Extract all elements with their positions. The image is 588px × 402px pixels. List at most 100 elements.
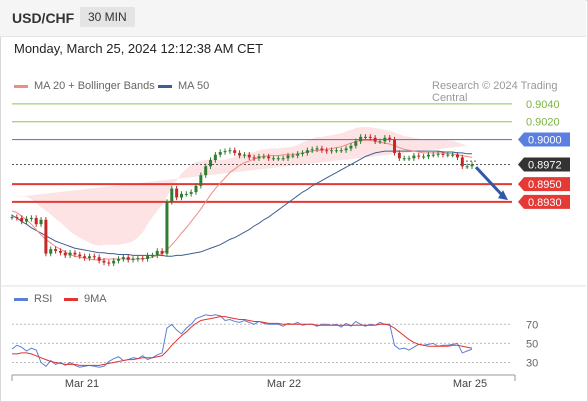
legend-swatch [158, 84, 172, 88]
candle-body [388, 137, 392, 140]
candle-body [407, 158, 411, 160]
legend-label: MA 20 + Bollinger Bands [34, 80, 155, 92]
legend-ma50: MA 50 [158, 80, 209, 92]
candle-body [25, 218, 29, 222]
candle-body [417, 155, 421, 157]
candle-body [170, 188, 174, 202]
candle-body [238, 152, 242, 156]
x-tick-label: Mar 25 [453, 378, 487, 390]
candle-body [291, 155, 295, 157]
legend-swatch [14, 297, 28, 301]
candle-body [301, 152, 305, 154]
candle-body [441, 153, 445, 155]
legend-rsi: RSI [14, 293, 52, 305]
symbol-label: USD/CHF [12, 10, 75, 26]
candle-body [281, 158, 285, 160]
rsi-tick-50: 50 [526, 338, 538, 350]
candle-body [184, 193, 188, 195]
candle-body [102, 260, 106, 263]
candle-body [233, 150, 237, 153]
source-credit: Research © 2024 Trading Central [432, 80, 558, 104]
candle-body [359, 136, 363, 142]
timeframe-button[interactable]: 30 MIN [80, 7, 135, 27]
candle-body [58, 250, 62, 253]
candle-body [446, 154, 450, 156]
candle-body [426, 154, 430, 157]
candle-body [83, 256, 87, 259]
chart-header: USD/CHF 30 MIN [0, 0, 586, 37]
candle-body [121, 257, 125, 259]
candle-body [276, 158, 280, 160]
candle-body [257, 156, 261, 159]
candle-body [29, 217, 33, 219]
projection-arrowhead [498, 190, 508, 201]
legend-ma20: MA 20 + Bollinger Bands [14, 80, 155, 92]
timestamp: Monday, March 25, 2024 12:12:38 AM CET [14, 41, 264, 56]
candle-body [470, 164, 474, 167]
candle-body [78, 254, 82, 257]
candle-body [431, 154, 435, 156]
candle-body [213, 154, 217, 161]
candle-body [150, 255, 154, 257]
candle-body [49, 249, 53, 254]
candle-body [10, 217, 14, 219]
candle-body [393, 139, 397, 153]
candle-body [112, 260, 116, 264]
candle-body [465, 166, 469, 168]
legend-swatch [64, 297, 78, 301]
candle-body [54, 249, 58, 251]
candle-body [34, 217, 38, 225]
level-tag-0.9000 [518, 132, 570, 147]
candle-body [455, 154, 459, 158]
legend-label: MA 50 [178, 80, 210, 92]
candle-body [451, 154, 455, 156]
candle-body [330, 150, 334, 152]
candle-body [320, 148, 324, 151]
level-label-0.8950: 0.8950 [528, 179, 562, 191]
candle-body [87, 256, 91, 259]
candle-body [271, 158, 275, 160]
candle-body [107, 262, 111, 264]
candle-body [344, 148, 348, 151]
candle-body [136, 258, 140, 260]
rsi-ma9-line [12, 316, 473, 366]
candle-body [305, 150, 309, 153]
candle-body [218, 152, 222, 155]
level-label-0.8972: 0.8972 [528, 160, 562, 172]
x-tick-label: Mar 21 [65, 378, 99, 390]
candle-body [397, 152, 401, 159]
candle-body [155, 250, 159, 256]
candle-body [146, 255, 150, 259]
candle-body [373, 137, 377, 142]
candle-body [247, 154, 251, 158]
candle-body [252, 157, 256, 159]
candle-body [267, 156, 271, 159]
level-label-0.8930: 0.8930 [528, 197, 562, 209]
candle-body [315, 148, 319, 150]
rsi-tick-70: 70 [526, 319, 538, 331]
candle-body [44, 219, 48, 254]
candle-body [179, 193, 183, 198]
candle-body [383, 137, 387, 142]
candle-body [97, 257, 101, 261]
candle-body [412, 155, 416, 159]
candle-body [296, 153, 300, 156]
candle-body [165, 201, 169, 254]
candle-body [39, 219, 43, 225]
candle-body [354, 141, 358, 146]
candle-body [378, 141, 382, 143]
candle-body [15, 217, 19, 219]
candle-body [204, 166, 208, 176]
candle-body [63, 252, 67, 256]
x-tick-label: Mar 22 [267, 378, 301, 390]
candle-body [68, 252, 72, 256]
legend-9ma: 9MA [64, 293, 107, 305]
level-tag-0.8972 [518, 157, 570, 172]
candle-body [402, 158, 406, 160]
candle-body [175, 188, 179, 198]
level-tag-0.8930 [518, 194, 570, 209]
candle-body [242, 154, 246, 156]
candle-body [73, 252, 77, 255]
candle-body [334, 150, 338, 152]
